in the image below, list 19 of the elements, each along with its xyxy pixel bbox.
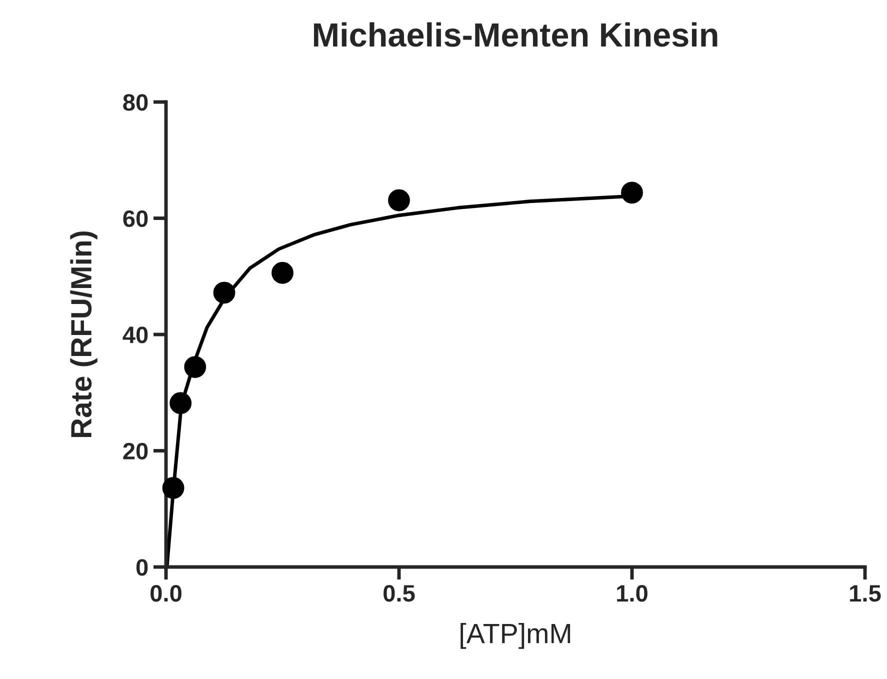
- point: [272, 262, 294, 284]
- point: [170, 392, 192, 414]
- point: [184, 356, 206, 378]
- x-tick-label: 0.0: [150, 584, 182, 602]
- chart-title: Michaelis-Menten Kinesin: [314, 22, 718, 47]
- point: [388, 189, 410, 212]
- y-axis-title: Rate (RFU/Min): [70, 231, 98, 438]
- y-tick-label: 0: [136, 559, 148, 576]
- point: [213, 282, 236, 304]
- x-tick-label: 1.0: [617, 584, 648, 602]
- x-axis-title: [ATP]mM: [460, 623, 570, 649]
- point: [621, 182, 643, 204]
- y-tick-label: 60: [123, 210, 148, 228]
- x-tick-label: 0.5: [384, 584, 415, 602]
- y-tick-label: 80: [123, 94, 148, 111]
- point: [162, 476, 184, 499]
- y-tick-label: 20: [123, 442, 148, 460]
- x-tick-label: 1.5: [850, 585, 881, 602]
- y-tick-label: 40: [122, 326, 148, 344]
